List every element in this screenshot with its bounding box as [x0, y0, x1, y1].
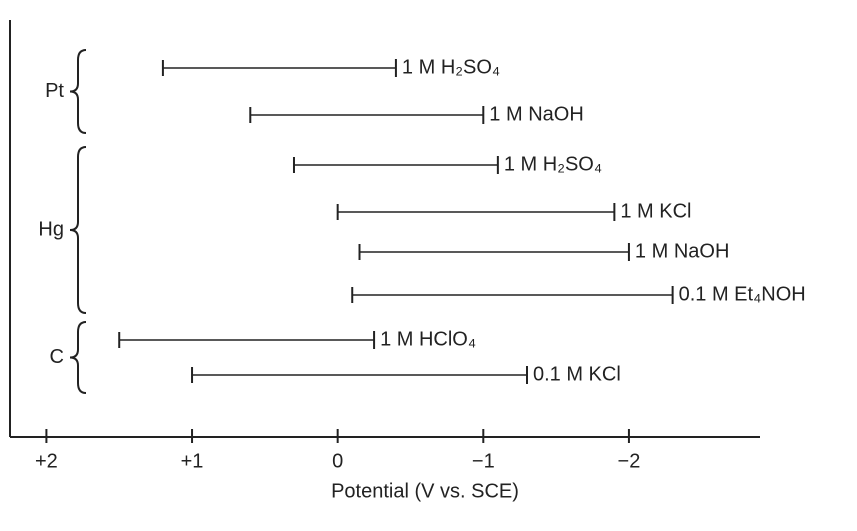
chart: Potential (V vs. SCE) +2 +1 0 −1 −2 Pt 1 M H₂S… — [0, 0, 857, 526]
x-axis-label: Potential (V vs. SCE) — [331, 480, 519, 502]
group-brace — [70, 147, 86, 313]
x-tick-label: −2 — [618, 450, 641, 472]
electrolyte-label: 1 M NaOH — [635, 240, 729, 262]
group-brace — [70, 50, 86, 133]
electrolyte-label: 1 M NaOH — [489, 103, 583, 125]
electrolyte-label: 1 M H₂SO₄ — [402, 56, 500, 78]
electrolyte-label: 1 M HClO₄ — [380, 328, 476, 350]
electrolyte-label: 0.1 M Et₄NOH — [679, 283, 806, 305]
x-tick-label: +2 — [35, 450, 58, 472]
group-label: Hg — [38, 218, 64, 240]
electrolyte-label: 1 M KCl — [620, 200, 691, 222]
electrolyte-label: 1 M H₂SO₄ — [504, 153, 602, 175]
group-brace — [70, 322, 86, 393]
group-label: Pt — [45, 80, 64, 102]
group-label: C — [50, 346, 64, 368]
x-tick-label: +1 — [181, 450, 204, 472]
electrolyte-label: 0.1 M KCl — [533, 363, 621, 385]
x-tick-label: 0 — [332, 450, 343, 472]
x-tick-label: −1 — [472, 450, 495, 472]
